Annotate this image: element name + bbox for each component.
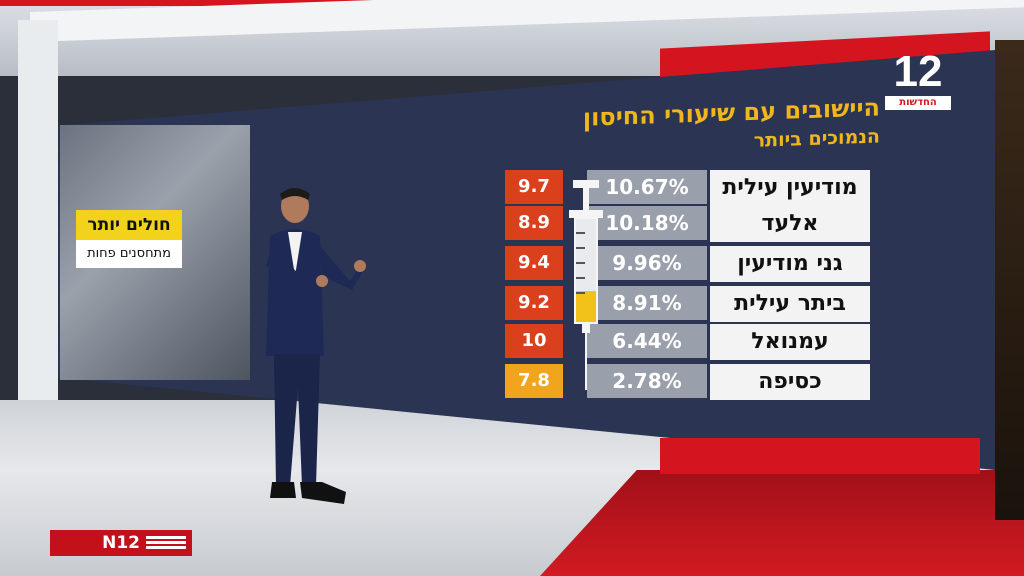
row-value: 9.7 (505, 170, 563, 204)
row-name: אלעד (710, 206, 870, 242)
table-row: 9.4 9.96% גני מודיעין (505, 246, 870, 282)
row-name: מודיעין עילית (710, 170, 870, 206)
side-label-top: חולים יותר (76, 210, 182, 240)
row-value: 9.2 (505, 286, 563, 320)
row-value: 7.8 (505, 364, 563, 398)
n12-bug-lines-icon (146, 536, 186, 550)
screen-frame-left (18, 20, 58, 420)
side-label: חולים יותר מתחסנים פחות (76, 210, 182, 272)
syringe-icon (569, 180, 603, 390)
logo-caption: החדשות (885, 96, 951, 110)
floor-red-panel (540, 470, 1024, 576)
row-value: 8.9 (505, 206, 563, 240)
table-row: 9.2 8.91% ביתר עילית (505, 286, 870, 322)
row-value: 9.4 (505, 246, 563, 280)
studio-wall-right (995, 40, 1024, 520)
row-value: 10 (505, 324, 563, 358)
row-percent: 8.91% (587, 286, 707, 320)
presenter-figure (266, 188, 366, 504)
row-name: גני מודיעין (710, 246, 870, 282)
logo-number: 12 (893, 47, 943, 96)
red-accent-bottom (660, 438, 980, 474)
row-percent: 9.96% (587, 246, 707, 280)
table-row: 9.7 10.67% מודיעין עילית (505, 170, 870, 206)
n12-bug-text: N12 (102, 533, 140, 553)
channel-12-logo: 12 החדשות (883, 48, 953, 118)
table-row: 8.9 10.18% אלעד (505, 206, 870, 242)
row-name: כסיפה (710, 364, 870, 400)
row-percent: 6.44% (587, 324, 707, 358)
table-row: 7.8 2.78% כסיפה (505, 364, 870, 400)
row-percent: 2.78% (587, 364, 707, 398)
row-percent: 10.18% (587, 206, 707, 240)
row-percent: 10.67% (587, 170, 707, 204)
n12-bug: N12 (50, 530, 192, 556)
side-label-bottom: מתחסנים פחות (76, 240, 182, 268)
table-row: 10 6.44% עמנואל (505, 324, 870, 360)
row-name: ביתר עילית (710, 286, 870, 322)
row-name: עמנואל (710, 324, 870, 360)
